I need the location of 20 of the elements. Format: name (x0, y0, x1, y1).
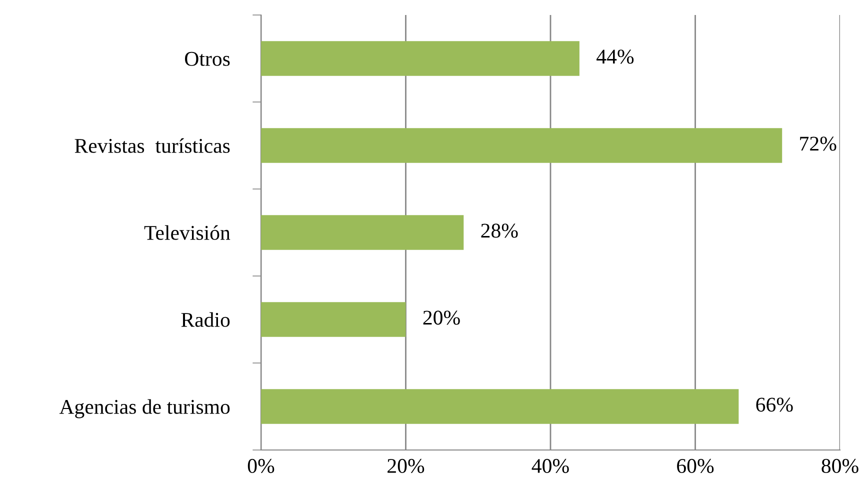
data-label: 28% (481, 224, 518, 238)
y-tick-label: Agencias de turismo (59, 399, 230, 418)
y-tick-label: Radio (181, 312, 230, 327)
y-tick-label: Otros (185, 52, 230, 66)
bar (261, 389, 739, 424)
x-tick-label: 60% (677, 458, 714, 474)
x-tick-label: 40% (532, 458, 569, 474)
data-label: 66% (756, 398, 793, 412)
data-label: 44% (596, 50, 634, 64)
x-tick-label: 80% (822, 458, 858, 474)
x-tick-label: 0% (248, 458, 274, 474)
y-tick-label: Televisión (144, 225, 230, 240)
bar (261, 215, 464, 250)
data-label: 20% (423, 310, 460, 325)
x-tick-label: 20% (388, 458, 424, 474)
bar (261, 41, 580, 76)
bar (261, 302, 406, 337)
data-label: 72% (800, 136, 836, 151)
y-tick-label: Revistas turísticas (74, 138, 230, 153)
bar (261, 128, 782, 163)
